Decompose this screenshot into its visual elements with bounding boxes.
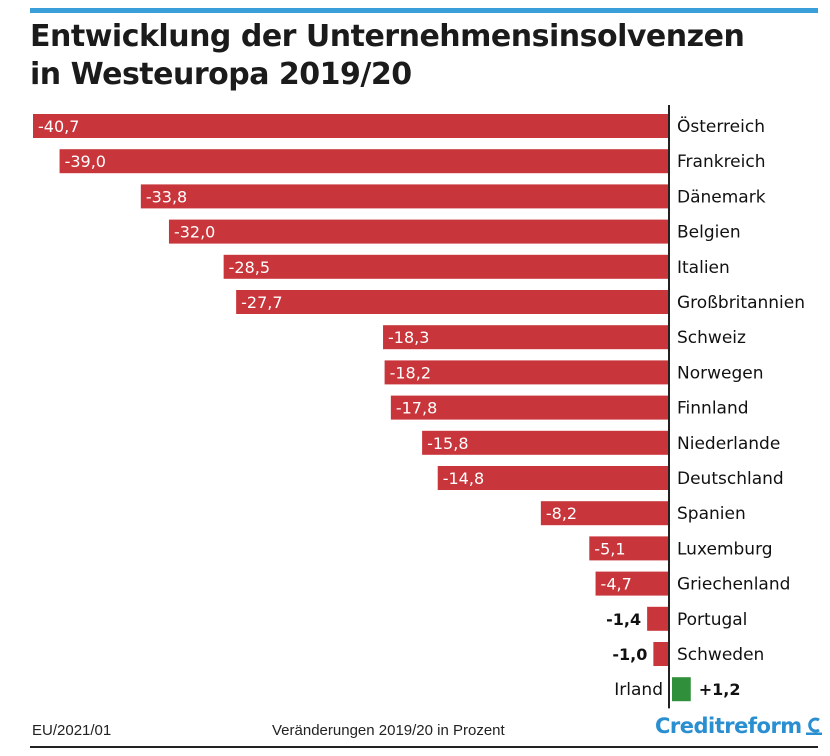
category-label: Schweden (677, 645, 764, 665)
bar (59, 149, 669, 174)
bar (223, 254, 669, 279)
bar-value-label: -14,8 (443, 469, 484, 488)
bar (422, 430, 669, 455)
category-label: Niederlande (677, 434, 780, 454)
bar (140, 184, 669, 209)
category-label: Dänemark (677, 187, 766, 207)
category-label: Deutschland (677, 469, 784, 489)
chart-title: Entwicklung der Unternehmensinsolvenzen … (30, 18, 810, 94)
bar (33, 114, 669, 138)
footer-rule (30, 746, 818, 748)
bar (653, 642, 669, 666)
bar-value-label: -28,5 (229, 258, 270, 277)
creditreform-logo: Creditreform (655, 714, 822, 738)
category-label: Griechenland (677, 575, 790, 595)
category-label: Finnland (677, 399, 749, 419)
bar (672, 677, 691, 702)
bar (595, 571, 669, 596)
bar-value-label: -33,8 (146, 187, 187, 206)
bar-value-label: -1,4 (606, 610, 641, 629)
category-label: Österreich (677, 115, 765, 137)
category-label: Frankreich (677, 152, 766, 172)
category-label: Norwegen (677, 363, 764, 383)
top-accent-rule (30, 8, 818, 13)
category-label: Luxemburg (677, 539, 773, 559)
category-label: Belgien (677, 223, 741, 243)
bar-value-label: -32,0 (174, 223, 215, 242)
bar-value-label: -27,7 (241, 293, 282, 312)
bar-value-label: -15,8 (427, 434, 468, 453)
logo-text: Creditreform (655, 714, 802, 738)
bar (168, 219, 669, 244)
logo-mark-icon (805, 717, 822, 735)
bar (390, 395, 669, 420)
bar-value-label: +1,2 (699, 680, 741, 699)
footer-caption: Veränderungen 2019/20 in Prozent (272, 722, 505, 739)
bar-value-label: -40,7 (38, 117, 79, 136)
bar (589, 536, 669, 561)
chart-title-line-1: Entwicklung der Unternehmensinsolvenzen (30, 19, 745, 54)
bar-value-label: -18,2 (390, 363, 431, 382)
bar-value-label: -5,1 (594, 539, 625, 558)
bar-value-label: -17,8 (396, 399, 437, 418)
bar (437, 466, 669, 490)
category-label: Italien (677, 258, 730, 278)
bar (236, 290, 669, 314)
bar-value-label: -4,7 (601, 575, 632, 594)
category-label: Spanien (677, 504, 746, 524)
bar-value-label: -39,0 (65, 152, 106, 171)
category-label: Großbritannien (677, 293, 805, 313)
bar (384, 360, 669, 385)
bar-value-label: -1,0 (612, 645, 647, 664)
bar (383, 325, 669, 350)
bar-value-label: -8,2 (546, 504, 577, 523)
bar (540, 501, 669, 526)
chart-title-line-2: in Westeuropa 2019/20 (30, 57, 412, 92)
category-label: Irland (614, 680, 663, 700)
footer-source: EU/2021/01 (32, 722, 112, 739)
bar-value-label: -18,3 (388, 328, 429, 347)
category-label: Portugal (677, 610, 747, 630)
bar (647, 606, 669, 631)
category-label: Schweiz (677, 328, 746, 348)
